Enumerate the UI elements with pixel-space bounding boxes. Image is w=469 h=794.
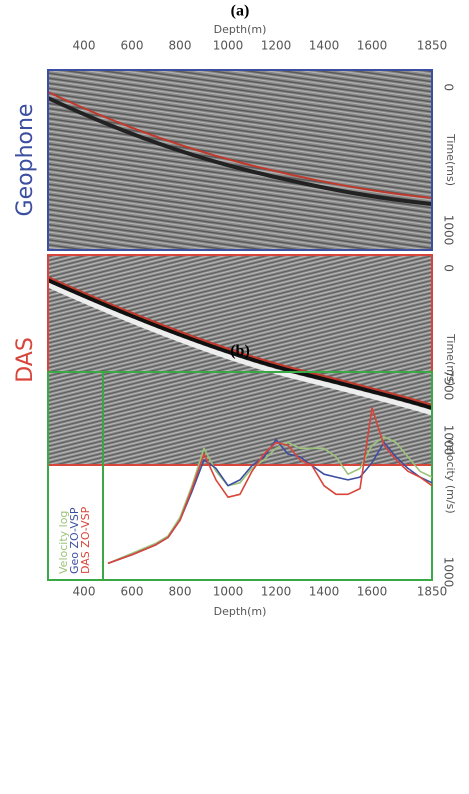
x-tick-label: 600 — [121, 585, 144, 599]
y-tick-label: 1000 — [442, 557, 456, 588]
figure: (a) Depth(m) 400 600 800 1000 1200 1400 1600 1850… — [0, 0, 469, 794]
x-tick-label: 1400 — [309, 39, 340, 53]
y-tick-label: 1000 — [442, 215, 456, 246]
x-tick-label: 800 — [169, 39, 192, 53]
x-tick-label: 800 — [169, 585, 192, 599]
x-tick-label: 400 — [73, 585, 96, 599]
y-tick-label: 7500 — [442, 370, 456, 401]
x-tick-label: 400 — [73, 39, 96, 53]
x-tick-label: 1000 — [213, 39, 244, 53]
seismic-image — [48, 70, 432, 250]
x-tick-label: 1200 — [261, 585, 292, 599]
panel-label: Geophone — [13, 104, 38, 217]
x-tick-label: 1200 — [261, 39, 292, 53]
x-tick-label: 1000 — [213, 585, 244, 599]
x-axis-label: Depth(m) — [214, 23, 267, 36]
y-tick-label: 0 — [442, 264, 456, 272]
x-tick-label: 600 — [121, 39, 144, 53]
panel-title: (a) — [231, 3, 250, 20]
legend-entry: DAS ZO-VSP — [79, 506, 92, 574]
y-tick-label: 0 — [442, 83, 456, 91]
x-tick-label: 1400 — [309, 585, 340, 599]
y-axis-label: Time(ms) — [444, 133, 457, 186]
panel-title: (b) — [230, 343, 250, 360]
x-tick-label: 1600 — [357, 585, 388, 599]
y-axis-label: velocity (m/s) — [444, 438, 457, 513]
x-axis-label: Depth(m) — [214, 605, 267, 618]
x-tick-label: 1600 — [357, 39, 388, 53]
x-tick-label: 1850 — [417, 39, 448, 53]
panel-label: DAS — [13, 337, 38, 383]
